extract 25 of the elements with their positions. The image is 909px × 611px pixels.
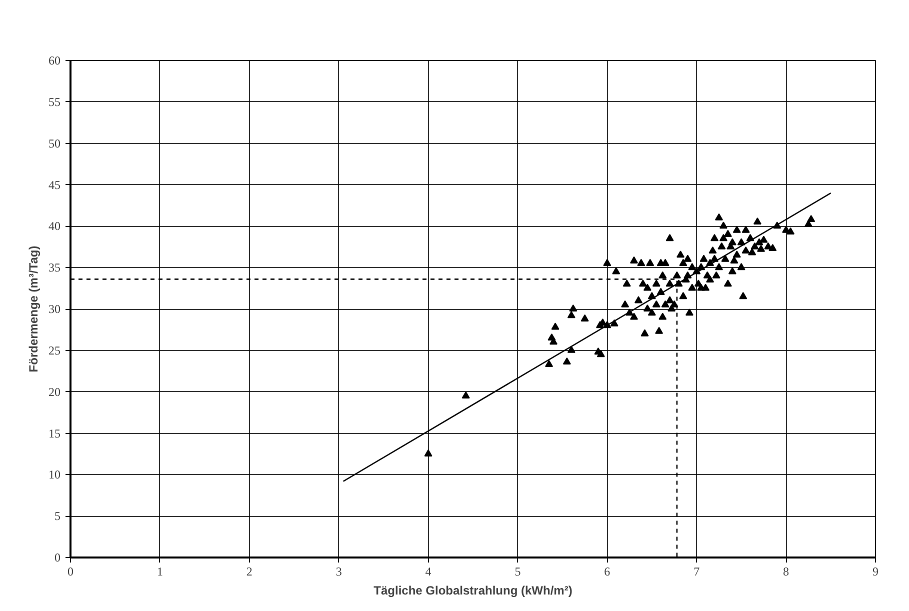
y-tick-label: 35 [48, 260, 60, 275]
x-tick-label: 2 [246, 564, 252, 578]
y-tick-label: 60 [48, 54, 60, 68]
x-tick-label: 4 [425, 564, 432, 578]
y-tick-label: 15 [48, 426, 60, 440]
x-tick-label: 5 [514, 564, 521, 578]
y-tick-label: 55 [48, 94, 60, 109]
x-tick-label: 1 [156, 564, 163, 578]
y-tick-label: 45 [48, 178, 60, 192]
y-tick-label: 5 [54, 509, 60, 524]
y-tick-label: 30 [48, 302, 60, 316]
y-tick-label: 10 [48, 468, 60, 482]
y-axis-title: Fördermenge (m³/Tag) [26, 246, 40, 372]
y-tick-label: 20 [48, 384, 60, 399]
y-tick-label: 40 [48, 219, 60, 234]
x-axis-title: Tägliche Globalstrahlung (kWh/m²) [374, 584, 572, 598]
y-tick-label: 25 [48, 343, 60, 358]
x-tick-label: 7 [694, 564, 700, 578]
x-tick-label: 0 [68, 564, 74, 578]
x-tick-label: 6 [604, 564, 610, 578]
x-tick-label: 9 [872, 564, 878, 578]
y-tick-label: 50 [48, 136, 60, 150]
y-tick-label: 0 [54, 550, 60, 564]
x-tick-label: 3 [336, 564, 342, 578]
x-tick-label: 8 [783, 564, 790, 578]
